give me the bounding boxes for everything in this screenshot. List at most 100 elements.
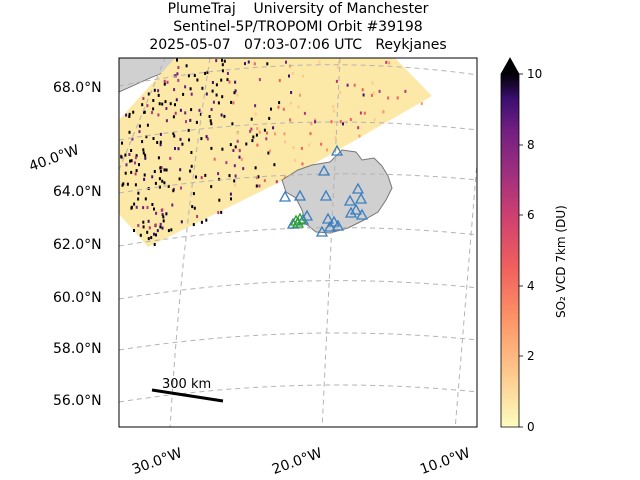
so2-pixel	[217, 101, 220, 105]
volcano-marker	[321, 212, 335, 224]
so2-pixel	[146, 123, 149, 127]
so2-pixel	[251, 139, 254, 143]
so2-pixel	[137, 191, 140, 195]
so2-pixel	[163, 82, 166, 86]
so2-pixel	[155, 233, 157, 237]
so2-pixel	[234, 174, 237, 178]
so2-pixel	[228, 174, 231, 178]
so2-pixel	[193, 206, 196, 210]
so2-pixel	[211, 81, 214, 84]
so2-pixel	[159, 166, 162, 170]
so2-pixel	[362, 93, 365, 97]
so2-pixel	[342, 122, 344, 126]
so2-pixel	[272, 126, 275, 130]
so2-pixel	[223, 59, 226, 63]
so2-pixel	[195, 120, 198, 124]
so2-pixel	[189, 118, 192, 122]
so2-pixel	[254, 166, 257, 170]
scale-bar	[151, 388, 224, 403]
so2-pixel	[198, 108, 201, 112]
so2-pixel	[289, 64, 292, 68]
colorbar-tick-2: 2	[527, 349, 535, 363]
so2-pixel	[277, 105, 280, 109]
so2-pixel	[147, 219, 150, 223]
so2-pixel	[169, 156, 172, 160]
so2-pixel	[326, 148, 329, 152]
so2-pixel	[292, 146, 295, 150]
so2-pixel	[148, 226, 151, 230]
so2-pixel	[138, 130, 141, 134]
so2-pixel	[161, 213, 164, 217]
so2-pixel	[159, 222, 162, 226]
so2-pixel	[187, 128, 190, 132]
so2-pixel	[121, 141, 123, 145]
so2-pixel	[129, 159, 132, 163]
so2-pixel	[210, 146, 213, 150]
so2-pixel	[283, 132, 286, 136]
scale-bar-label: 300 km	[162, 377, 212, 392]
so2-pixel	[177, 147, 180, 151]
so2-pixel	[120, 155, 123, 159]
so2-pixel	[278, 79, 281, 82]
so2-pixel	[310, 122, 313, 126]
colorbar-tick-0: 0	[527, 420, 535, 434]
so2-pixel	[309, 132, 312, 136]
so2-pixel	[153, 88, 156, 92]
so2-pixel	[164, 100, 167, 104]
so2-pixel	[135, 169, 138, 173]
so2-pixel	[359, 111, 362, 115]
so2-pixel	[190, 92, 193, 96]
so2-pixel	[200, 137, 203, 141]
so2-pixel	[265, 137, 268, 141]
so2-pixel	[267, 151, 270, 155]
volcano-marker	[323, 220, 337, 232]
so2-pixel	[238, 155, 241, 159]
map-frame	[118, 57, 478, 428]
so2-pixel	[372, 91, 375, 95]
so2-pixel	[160, 166, 163, 170]
so2-pixel	[234, 80, 237, 84]
so2-pixel	[236, 93, 239, 97]
so2-pixel	[128, 112, 131, 116]
so2-pixel	[213, 157, 216, 161]
so2-pixel	[158, 102, 161, 106]
so2-pixel	[335, 79, 338, 83]
so2-pixel	[210, 185, 213, 189]
so2-pixel	[232, 149, 235, 152]
so2-pixel	[320, 142, 323, 146]
lat-label-64: 64.0°N	[53, 184, 102, 200]
so2-pixel	[157, 93, 160, 97]
so2-pixel	[252, 135, 255, 139]
so2-pixel	[177, 78, 180, 82]
so2-pixel	[229, 143, 232, 147]
so2-pixel	[266, 62, 269, 66]
so2-pixel	[130, 206, 133, 210]
so2-pixel	[152, 99, 155, 102]
so2-pixel	[290, 120, 293, 124]
volcano-marker	[315, 225, 329, 237]
so2-pixel	[229, 192, 232, 196]
so2-pixel	[135, 205, 138, 209]
so2-pixel	[128, 115, 131, 118]
so2-pixel	[255, 176, 258, 180]
title-line-3: 2025-05-07 07:03-07:06 UTC Reykjanes	[149, 37, 447, 53]
so2-pixel	[147, 92, 150, 96]
volcano-marker	[293, 189, 307, 201]
so2-pixel	[215, 59, 218, 63]
so2-pixel	[170, 228, 173, 232]
so2-pixel	[141, 140, 144, 144]
so2-swath-pixels	[120, 58, 423, 246]
so2-pixel	[172, 189, 175, 193]
so2-pixel	[158, 185, 161, 189]
so2-pixel	[263, 128, 266, 132]
colorbar-tick-4: 4	[527, 279, 535, 293]
volcano-marker	[330, 144, 344, 156]
so2-pixel	[301, 162, 304, 166]
so2-pixel	[161, 102, 164, 106]
so2-pixel	[125, 163, 128, 167]
so2-pixel	[142, 220, 145, 224]
so2-pixel	[159, 169, 162, 173]
so2-pixel	[151, 203, 154, 206]
so2-pixel	[146, 206, 149, 209]
so2-pixel	[220, 113, 223, 117]
